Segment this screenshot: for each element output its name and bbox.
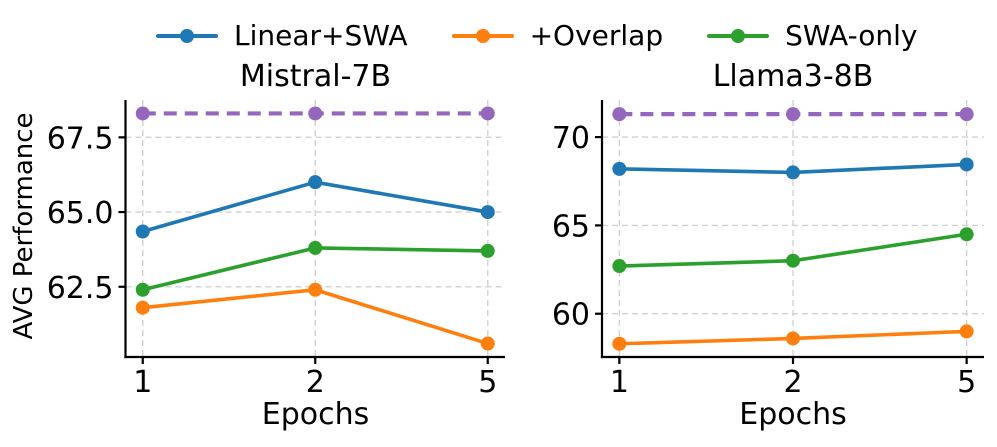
legend-entry-linear-swa: Linear+SWA (156, 18, 408, 54)
x-axis-label-llama: Epochs (739, 397, 847, 432)
data-point-linear-swa (480, 205, 495, 220)
data-point-linear-swa (308, 175, 323, 190)
legend-dot (475, 29, 490, 43)
data-point--overlap (612, 336, 627, 351)
data-point-reference (135, 106, 150, 121)
y-tick-label: 70 (552, 121, 590, 156)
data-point--overlap (959, 324, 974, 339)
x-tick-label: 5 (957, 365, 976, 400)
line-with-dot-marker-icon (451, 28, 514, 44)
data-point--overlap (480, 336, 495, 351)
legend-label-linear-swa: Linear+SWA (234, 19, 408, 52)
data-point--overlap (308, 282, 323, 297)
data-point-reference (959, 107, 974, 122)
mistral-7b-line-chart: 62.5 65.0 67.5 1 2 5 (47, 100, 505, 400)
data-point-linear-swa (959, 157, 974, 172)
data-point-linear-swa (135, 224, 150, 239)
llama3-8b-line-chart: 60 65 70 1 2 5 (552, 100, 984, 400)
data-point-swa-only (308, 240, 323, 255)
legend-label-overlap: +Overlap (529, 19, 664, 52)
x-tick-label: 1 (610, 365, 629, 400)
data-point-reference (612, 107, 627, 122)
data-point-linear-swa (612, 161, 627, 176)
x-tick-label: 2 (306, 365, 325, 400)
x-tick-label: 5 (478, 365, 497, 400)
legend-entry-swa-only: SWA-only (707, 18, 917, 54)
y-tick-label: 60 (552, 298, 590, 333)
subplot-title-mistral-7b: Mistral-7B (239, 59, 392, 94)
legend: Linear+SWA +Overlap SWA-only (156, 18, 917, 54)
y-tick-label: 65.0 (47, 196, 114, 231)
data-point-linear-swa (786, 165, 800, 180)
data-point-swa-only (612, 259, 627, 274)
data-point-swa-only (786, 253, 800, 268)
data-point-swa-only (959, 227, 974, 242)
x-axis-label-mistral: Epochs (261, 397, 370, 432)
data-point-reference (480, 106, 495, 121)
y-tick-label: 65 (552, 209, 590, 244)
y-tick-label: 62.5 (47, 271, 114, 306)
x-tick-label: 1 (133, 365, 152, 400)
legend-dot (731, 29, 746, 43)
subplot-title-llama3-8b: Llama3-8B (712, 59, 874, 94)
data-point-swa-only (135, 282, 150, 297)
x-tick-label: 2 (783, 365, 802, 400)
line-with-dot-marker-icon (156, 28, 218, 44)
data-point-swa-only (480, 243, 495, 258)
data-point--overlap (786, 331, 800, 346)
data-point-reference (308, 106, 323, 121)
data-point--overlap (135, 300, 150, 315)
line-with-dot-marker-icon (707, 28, 770, 44)
data-point-reference (786, 107, 800, 122)
legend-label-swa-only: SWA-only (785, 19, 918, 52)
legend-dot (180, 29, 194, 43)
y-tick-label: 67.5 (47, 121, 114, 156)
legend-entry-overlap: +Overlap (451, 18, 664, 54)
